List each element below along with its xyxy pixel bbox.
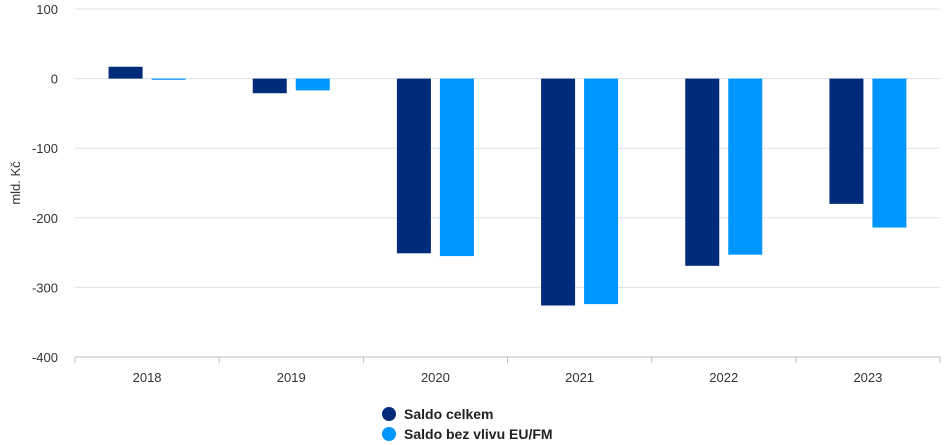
x-tick-label: 2019 (277, 370, 306, 385)
x-axis-ticks: 2018 2019 2020 2021 2022 2023 (74, 357, 941, 385)
legend-swatch-series-1 (382, 407, 396, 421)
y-tick-label: -100 (32, 141, 58, 156)
legend-label-series-2: Saldo bez vlivu EU/FM (404, 426, 553, 442)
bar-2-2018[interactable] (151, 78, 186, 80)
legend-item-series-1[interactable]: Saldo celkem (382, 404, 553, 424)
y-tick-label: -300 (32, 280, 58, 295)
x-tick-label: 2021 (565, 370, 594, 385)
legend-label-series-1: Saldo celkem (404, 406, 494, 422)
y-tick-label: 100 (36, 2, 58, 17)
x-tick-label: 2022 (709, 370, 738, 385)
bar-1-2021[interactable] (541, 78, 576, 306)
legend-swatch-series-2 (382, 427, 396, 441)
legend: Saldo celkem Saldo bez vlivu EU/FM (382, 404, 553, 444)
y-axis-title: mld. Kč (8, 161, 23, 205)
gridlines (75, 8, 940, 358)
bar-1-2023[interactable] (829, 78, 864, 204)
bar-1-2020[interactable] (396, 78, 431, 254)
bar-2-2020[interactable] (439, 78, 474, 257)
x-tick-label: 2023 (853, 370, 882, 385)
legend-item-series-2[interactable]: Saldo bez vlivu EU/FM (382, 424, 553, 444)
x-tick-label: 2018 (133, 370, 162, 385)
y-tick-label: -400 (32, 350, 58, 365)
bar-1-2019[interactable] (252, 78, 287, 94)
bar-1-2018[interactable] (108, 66, 143, 79)
y-tick-label: 0 (51, 72, 58, 87)
bar-2-2022[interactable] (728, 78, 763, 255)
x-tick-label: 2020 (421, 370, 450, 385)
bar-1-2022[interactable] (685, 78, 720, 266)
bar-2-2019[interactable] (295, 78, 330, 91)
bar-2-2023[interactable] (872, 78, 907, 228)
bars (108, 66, 907, 306)
bar-2-2021[interactable] (584, 78, 619, 305)
y-axis-ticks: 100 0 -100 -200 -300 -400 (32, 2, 58, 365)
y-tick-label: -200 (32, 211, 58, 226)
